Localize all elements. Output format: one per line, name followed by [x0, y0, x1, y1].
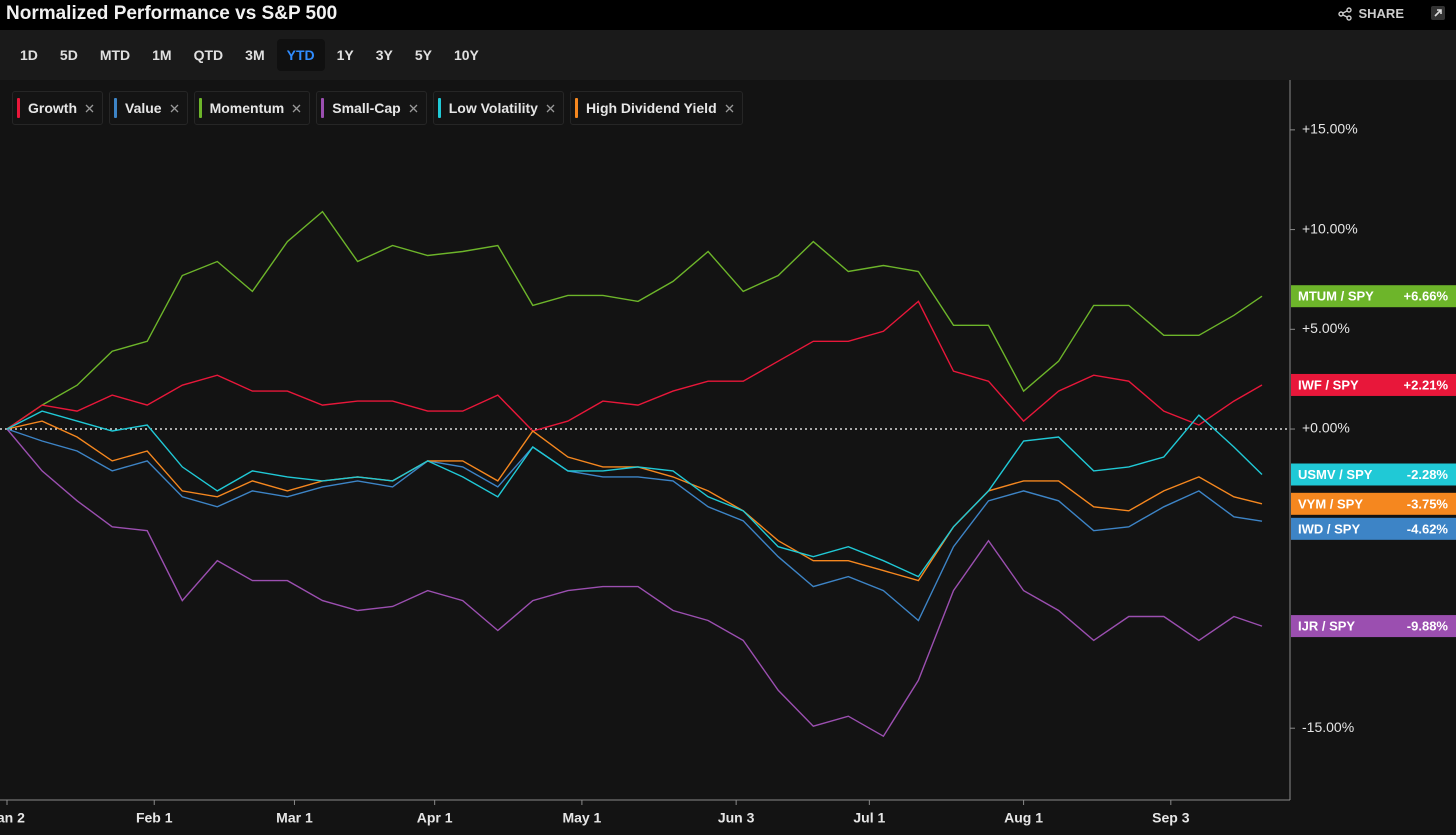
legend-swatch [198, 98, 202, 118]
end-label-ticker: VYM / SPY [1298, 496, 1363, 511]
x-tick-label: Feb 1 [136, 810, 173, 826]
legend-label: Low Volatility [448, 100, 538, 116]
x-tick-label: Mar 1 [276, 810, 313, 826]
timeframe-button[interactable]: 3Y [375, 47, 393, 63]
chart-background [0, 80, 1456, 835]
timeframe-button[interactable]: 1M [152, 47, 172, 63]
legend-swatch [321, 98, 325, 118]
legend-chip[interactable]: Growth [12, 91, 103, 125]
x-tick-label: Aug 1 [1004, 810, 1043, 826]
series-line [6, 210, 1263, 430]
chart-title: Normalized Performance vs S&P 500 [6, 3, 338, 24]
y-tick-label: +5.00% [1302, 320, 1350, 336]
end-label-ticker: MTUM / SPY [1298, 289, 1374, 304]
remove-icon[interactable] [725, 104, 734, 113]
timeframe-button[interactable]: 10Y [453, 47, 479, 63]
expand-button[interactable] [1430, 5, 1446, 21]
remove-icon[interactable] [85, 104, 94, 113]
legend-chip[interactable]: High Dividend Yield [569, 91, 743, 125]
x-tick-label: Apr 1 [417, 810, 453, 826]
end-label-value: -4.62% [1407, 521, 1449, 536]
legend-chip[interactable]: Momentum [193, 91, 311, 125]
legend: Growth Value Momentum Small-Cap Low Volatili… [12, 91, 743, 125]
series-line [6, 410, 1263, 578]
share-label: SHARE [1358, 6, 1404, 21]
end-label-value: -9.88% [1407, 619, 1449, 634]
end-label-value: -2.28% [1407, 467, 1449, 482]
remove-icon[interactable] [170, 104, 179, 113]
end-label-ticker: IJR / SPY [1298, 619, 1355, 634]
series-line [6, 428, 1263, 738]
end-label-ticker: IWF / SPY [1298, 377, 1359, 392]
legend-label: Small-Cap [332, 100, 401, 116]
end-label-box [1291, 492, 1456, 515]
timeframe-button[interactable]: YTD [276, 39, 325, 71]
end-label-ticker: IWD / SPY [1298, 521, 1360, 536]
timeframe-bar: 1D 5D MTD 1M QTD 3M YTD 1Y 3Y 5Y 10Y [0, 30, 1456, 80]
legend-label: Momentum [209, 100, 285, 116]
legend-chip[interactable]: Value [109, 91, 188, 125]
y-tick-label: +0.00% [1302, 420, 1350, 436]
legend-swatch [17, 98, 20, 118]
end-label-box [1291, 615, 1456, 638]
remove-icon[interactable] [292, 104, 301, 113]
timeframe-button[interactable]: 1Y [336, 47, 354, 63]
end-label-value: +2.21% [1404, 377, 1449, 392]
remove-icon[interactable] [546, 104, 555, 113]
legend-chip[interactable]: Small-Cap [316, 91, 427, 125]
end-label-value: -3.75% [1407, 496, 1449, 511]
end-label-box [1291, 373, 1456, 396]
top-bar: Normalized Performance vs S&P 500 SHARE [0, 0, 1456, 30]
series-line [6, 300, 1263, 432]
timeframe-button[interactable]: QTD [193, 47, 224, 63]
end-label-box [1291, 285, 1456, 308]
x-tick-label: May 1 [562, 810, 601, 826]
end-label-box [1291, 517, 1456, 540]
x-tick-label: Sep 3 [1152, 810, 1190, 826]
legend-label: Growth [28, 100, 77, 116]
series-line [6, 428, 1263, 622]
legend-swatch [574, 98, 578, 118]
end-label-box [1291, 463, 1456, 486]
y-tick-label: +15.00% [1302, 121, 1358, 137]
share-icon [1338, 6, 1353, 21]
x-tick-label: Jun 3 [718, 810, 755, 826]
legend-chip[interactable]: Low Volatility [432, 91, 564, 125]
x-tick-label: Jul 1 [853, 810, 885, 826]
legend-swatch [114, 98, 117, 118]
legend-swatch [437, 98, 441, 118]
timeframe-button[interactable]: 3M [245, 47, 265, 63]
timeframe-button[interactable]: 5Y [414, 47, 432, 63]
end-label-ticker: USMV / SPY [1298, 467, 1373, 482]
timeframe-button[interactable]: MTD [99, 47, 131, 63]
y-tick-label: +10.00% [1302, 220, 1358, 236]
y-tick-label: -15.00% [1302, 719, 1354, 735]
x-tick-label: Jan 2 [0, 810, 25, 826]
share-button[interactable]: SHARE [1338, 6, 1404, 21]
legend-label: Value [125, 100, 162, 116]
remove-icon[interactable] [409, 104, 418, 113]
chart: +15.00% +10.00% +5.00% +0.00% -15.00% Jan 2 Fe… [0, 80, 1456, 835]
timeframe-button[interactable]: 5D [59, 47, 78, 63]
end-label-value: +6.66% [1404, 289, 1449, 304]
timeframe-button[interactable]: 1D [20, 47, 38, 63]
legend-label: High Dividend Yield [585, 100, 717, 116]
